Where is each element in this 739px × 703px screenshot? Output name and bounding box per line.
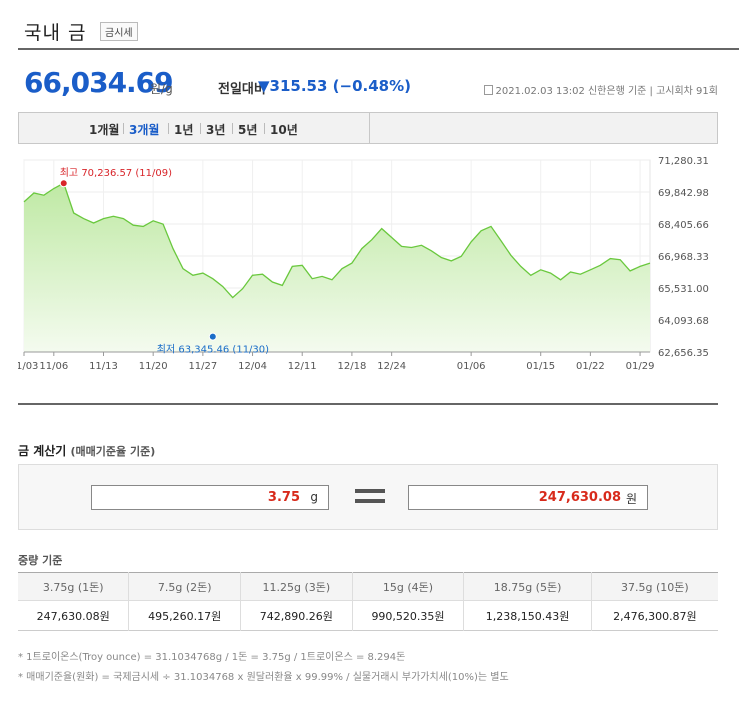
price-meta: 2021.02.03 13:02 신한은행 기준 | 고시회차 91회 [483, 82, 718, 97]
x-tick-label: 11/03 [18, 361, 38, 372]
weight-header: 15g (4돈) [351, 572, 464, 601]
document-icon [483, 85, 493, 95]
price-unit: 원/g [150, 82, 173, 96]
calculator-subtitle: (매매기준율 기준) [70, 445, 156, 458]
x-tick-label: 12/04 [238, 361, 267, 372]
weight-value: 2,476,300.87원 [590, 600, 718, 631]
weight-header: 3.75g (1돈) [18, 572, 129, 601]
footnote: * 매매기준율(원화) = 국제금시세 ÷ 31.1034768 x 원달러환율… [18, 672, 509, 683]
x-tick-label: 01/29 [626, 361, 655, 372]
footnotes: * 1트로이온스(Troy ounce) = 31.1034768g / 1돈 … [18, 648, 509, 688]
y-tick-label: 66,968.33 [658, 252, 709, 263]
low-label: 최저 63,345.46 (11/30) [157, 344, 269, 356]
weight-input[interactable]: 3.75 g [91, 485, 329, 510]
x-tick-label: 12/18 [337, 361, 366, 372]
period-10y[interactable]: 10년 [270, 123, 298, 137]
gold-price-tag-button[interactable]: 금시세 [100, 22, 138, 41]
x-tick-label: 11/20 [139, 361, 168, 372]
period-5y[interactable]: 5년 [238, 123, 258, 137]
result-field[interactable]: 247,630.08 원 [408, 485, 648, 510]
current-price: 66,034.69 [24, 66, 174, 99]
weight-header: 7.5g (2돈) [128, 572, 241, 601]
equals-icon [355, 489, 385, 505]
period-1y[interactable]: 1년 [174, 123, 194, 137]
high-label: 최고 70,236.57 (11/09) [60, 167, 172, 179]
weight-header: 37.5g (10돈) [590, 572, 718, 601]
weight-table-row: 247,630.08원 495,260.17원 742,890.26원 990,… [18, 600, 718, 631]
weight-value: 247,630.08원 [36, 609, 110, 623]
high-marker [59, 179, 68, 188]
result-value: 247,630.08 [538, 490, 621, 505]
y-tick-label: 65,531.00 [658, 284, 709, 295]
period-3y[interactable]: 3년 [206, 123, 226, 137]
weight-header: 18.75g (5돈) [463, 572, 592, 601]
price-meta-text: 2021.02.03 13:02 신한은행 기준 | 고시회차 91회 [495, 86, 718, 97]
weight-value: 742,890.26원 [240, 600, 353, 631]
y-tick-label: 71,280.31 [658, 156, 709, 167]
y-tick-label: 68,405.66 [658, 220, 709, 231]
price-summary: 66,034.69 원/g 전일대비 ▼315.53 (−0.48%) 2021… [18, 64, 718, 104]
weight-table-header-row: 3.75g (1돈) 7.5g (2돈) 11.25g (3돈) 15g (4돈… [18, 572, 718, 601]
period-3m[interactable]: 3개월 [129, 123, 160, 137]
price-chart: 71,280.31 69,842.98 68,405.66 66,968.33 65,5… [18, 150, 718, 385]
x-tick-label: 11/06 [39, 361, 68, 372]
x-tick-label: 12/24 [377, 361, 406, 372]
title-bar: 국내 금 금시세 [18, 14, 739, 50]
footnote: * 1트로이온스(Troy ounce) = 31.1034768g / 1돈 … [18, 652, 406, 663]
x-tick-label: 01/06 [457, 361, 486, 372]
y-tick-label: 69,842.98 [658, 188, 709, 199]
weight-input-value: 3.75 [267, 490, 300, 505]
y-tick-label: 62,656.35 [658, 348, 709, 359]
calculator-title-text: 금 계산기 [18, 444, 67, 458]
compare-label: 전일대비 [218, 82, 266, 97]
compare-value: ▼315.53 (−0.48%) [258, 77, 411, 95]
x-tick-label: 11/13 [89, 361, 118, 372]
low-marker [208, 332, 217, 341]
x-tick-label: 01/15 [526, 361, 555, 372]
period-1m[interactable]: 1개월 [89, 123, 120, 137]
weight-table-title: 중량 기준 [18, 554, 63, 567]
calculator-title: 금 계산기 (매매기준율 기준) [18, 442, 155, 459]
period-selector: 1개월 3개월 1년 3년 5년 10년 [18, 112, 718, 144]
weight-value: 1,238,150.43원 [463, 600, 592, 631]
result-unit: 원 [625, 492, 637, 506]
area-fill [24, 183, 650, 352]
weight-table: 3.75g (1돈) 7.5g (2돈) 11.25g (3돈) 15g (4돈… [18, 572, 718, 631]
y-tick-label: 64,093.68 [658, 316, 709, 327]
weight-input-unit: g [310, 490, 318, 504]
x-tick-label: 12/11 [288, 361, 317, 372]
x-tick-label: 11/27 [188, 361, 217, 372]
divider-line [18, 403, 718, 405]
calculator-box: 3.75 g 247,630.08 원 [18, 464, 718, 530]
weight-header: 11.25g (3돈) [240, 572, 353, 601]
x-tick-label: 01/22 [576, 361, 605, 372]
weight-value: 495,260.17원 [128, 600, 241, 631]
price-line [23, 182, 651, 299]
page-title: 국내 금 [24, 22, 87, 44]
weight-value: 990,520.35원 [351, 600, 464, 631]
price-chart-svg: 71,280.31 69,842.98 68,405.66 66,968.33 65,5… [18, 156, 709, 372]
